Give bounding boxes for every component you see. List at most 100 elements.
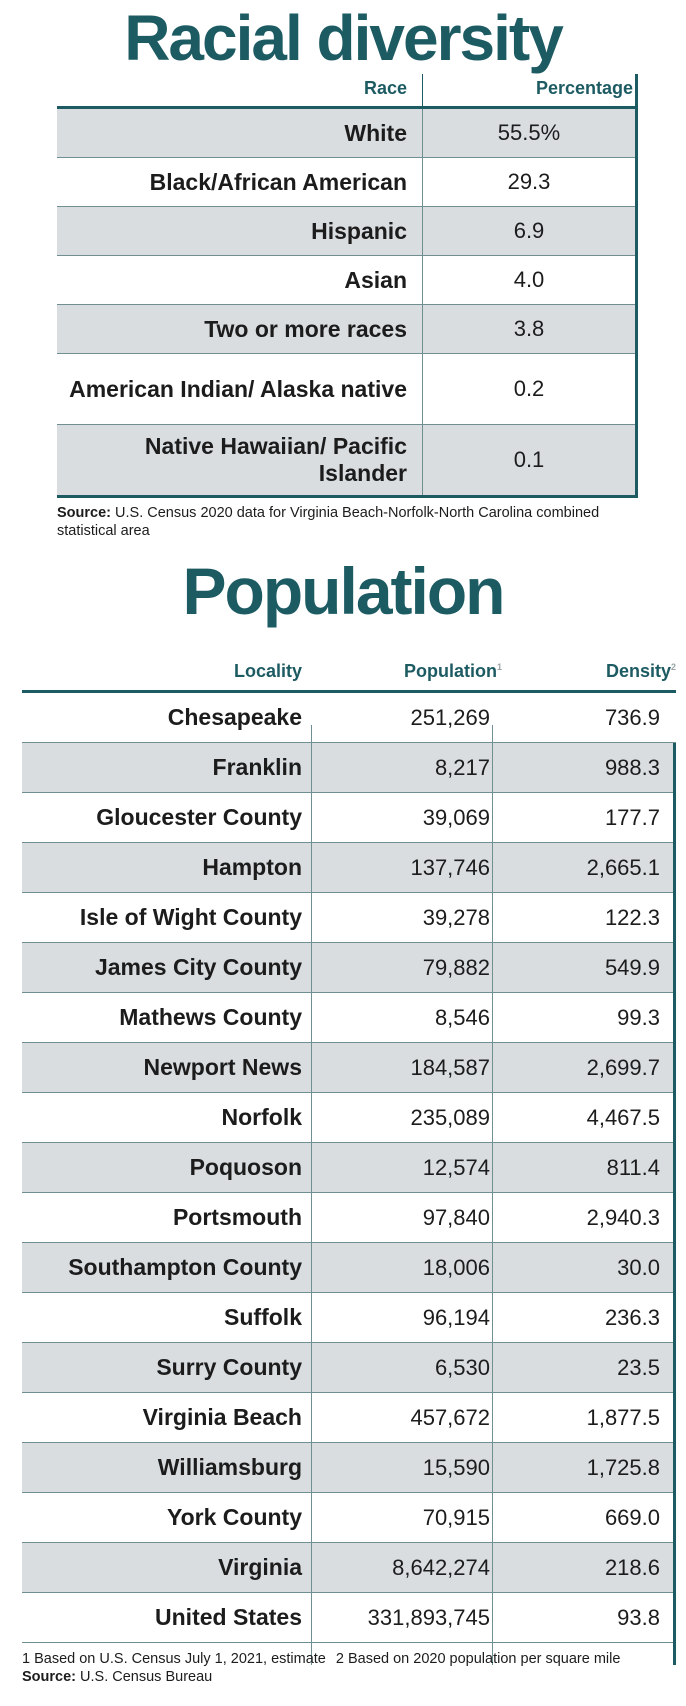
locality-name: Virginia Beach [142,1404,302,1430]
race-header-right-rule [635,74,638,106]
population-value: 39,278 [422,904,490,930]
density-value: 669.0 [604,1504,660,1530]
table-row: Virginia 8,642,274 218.6 [22,1543,676,1593]
table-row: United States 331,893,745 93.8 [22,1593,676,1643]
table-row: White 55.5% [57,109,635,158]
locality-name: Newport News [143,1054,302,1080]
population-value: 8,546 [434,1004,490,1030]
population-value: 18,006 [422,1254,490,1280]
density-value: 218.6 [604,1554,660,1580]
table-row: Gloucester County 39,069 177.7 [22,793,676,843]
population-notes: 1 Based on U.S. Census July 1, 2021, est… [22,1650,682,1686]
table-row: James City County 79,882 549.9 [22,943,676,993]
locality-name: Suffolk [224,1304,302,1330]
density-value: 736.9 [604,704,660,730]
population-title: Population [182,554,506,628]
population-value: 96,194 [422,1304,490,1330]
density-value: 2,699.7 [586,1054,660,1080]
population-value: 6,530 [434,1354,490,1380]
population-table-body: Chesapeake 251,269 736.9 Franklin 8,217 988.… [22,693,676,1665]
locality-name: Hampton [202,854,302,880]
locality-name: United States [155,1604,302,1630]
table-row: Two or more races 3.8 [57,305,635,354]
table-row: Asian 4.0 [57,256,635,305]
population-value: 137,746 [410,854,490,880]
race-percentage: 4.0 [513,267,545,292]
source-text: U.S. Census Bureau [80,1669,213,1685]
density-value: 93.8 [617,1604,660,1630]
population-table-header: Locality Population1 Density2 [22,654,676,693]
race-percentage: 55.5% [497,120,561,145]
population-value: 97,840 [422,1204,490,1230]
density-column-header: Density2 [502,661,676,682]
footnote-1: 1 Based on U.S. Census July 1, 2021, est… [22,1651,326,1667]
locality-name: Mathews County [119,1004,302,1030]
race-percentage: 0.1 [513,447,545,472]
race-percentage: 29.3 [507,169,551,194]
table-row: Chesapeake 251,269 736.9 [22,693,676,743]
race-column-header: Race [363,78,407,98]
locality-name: Virginia [218,1554,302,1580]
locality-name: Poquoson [189,1154,302,1180]
population-column-header: Population1 [322,661,502,682]
locality-name: Franklin [212,754,302,780]
footnote-2: 2 Based on 2020 population per square mi… [335,1651,621,1667]
population-source-line: Source: U.S. Census Bureau [22,1668,682,1686]
table-row: Portsmouth 97,840 2,940.3 [22,1193,676,1243]
race-name: Black/African American [57,158,423,206]
table-row: Suffolk 96,194 236.3 [22,1293,676,1343]
population-footnote-marker: 1 [496,662,502,672]
table-row: American Indian/ Alaska native 0.2 [57,354,635,425]
column-divider-1 [311,725,312,1665]
race-table-header: Race Percentage [57,74,638,109]
table-row: Black/African American 29.3 [57,158,635,207]
locality-name: Portsmouth [172,1204,302,1230]
table-row: Hampton 137,746 2,665.1 [22,843,676,893]
race-header-divider [422,74,423,106]
race-percentage: 3.8 [513,316,545,341]
population-value: 8,642,274 [392,1554,490,1580]
table-row: Franklin 8,217 988.3 [22,743,676,793]
race-table: Race Percentage White 55.5% Black/Africa… [57,74,638,498]
density-header-label: Density [605,661,671,681]
table-row: Newport News 184,587 2,699.7 [22,1043,676,1093]
density-value: 4,467.5 [586,1104,660,1130]
race-name: American Indian/ Alaska native [57,354,423,424]
density-value: 988.3 [604,754,660,780]
locality-name: Chesapeake [167,704,302,730]
population-value: 331,893,745 [367,1604,490,1630]
density-value: 2,665.1 [586,854,660,880]
table-row: Poquoson 12,574 811.4 [22,1143,676,1193]
density-value: 811.4 [606,1154,660,1180]
locality-name: Southampton County [68,1254,302,1280]
race-title: Racial diversity [124,2,564,74]
source-label: Source: [22,1669,76,1685]
density-value: 236.3 [604,1304,660,1330]
table-row: Hispanic 6.9 [57,207,635,256]
race-name: Asian [57,256,423,304]
race-table-body: White 55.5% Black/African American 29.3 … [57,109,638,498]
population-value: 457,672 [410,1404,490,1430]
density-value: 99.3 [617,1004,660,1030]
table-row: Native Hawaiian/ Pacific Islander 0.1 [57,425,635,495]
locality-name: Williamsburg [157,1454,302,1480]
locality-name: James City County [94,954,302,980]
density-value: 122.3 [604,904,660,930]
population-value: 235,089 [410,1104,490,1130]
table-row: Williamsburg 15,590 1,725.8 [22,1443,676,1493]
locality-name: Surry County [156,1354,302,1380]
density-value: 177.7 [604,804,660,830]
locality-name: Gloucester County [96,804,302,830]
population-value: 12,574 [422,1154,490,1180]
table-row: Surry County 6,530 23.5 [22,1343,676,1393]
table-row: Norfolk 235,089 4,467.5 [22,1093,676,1143]
table-row: Southampton County 18,006 30.0 [22,1243,676,1293]
population-value: 184,587 [410,1054,490,1080]
locality-name: Isle of Wight County [79,904,302,930]
density-value: 1,725.8 [586,1454,660,1480]
table-row: Virginia Beach 457,672 1,877.5 [22,1393,676,1443]
race-name: Hispanic [57,207,423,255]
table-right-rule [673,743,676,1665]
table-row: Mathews County 8,546 99.3 [22,993,676,1043]
footnotes-line: 1 Based on U.S. Census July 1, 2021, est… [22,1650,682,1668]
